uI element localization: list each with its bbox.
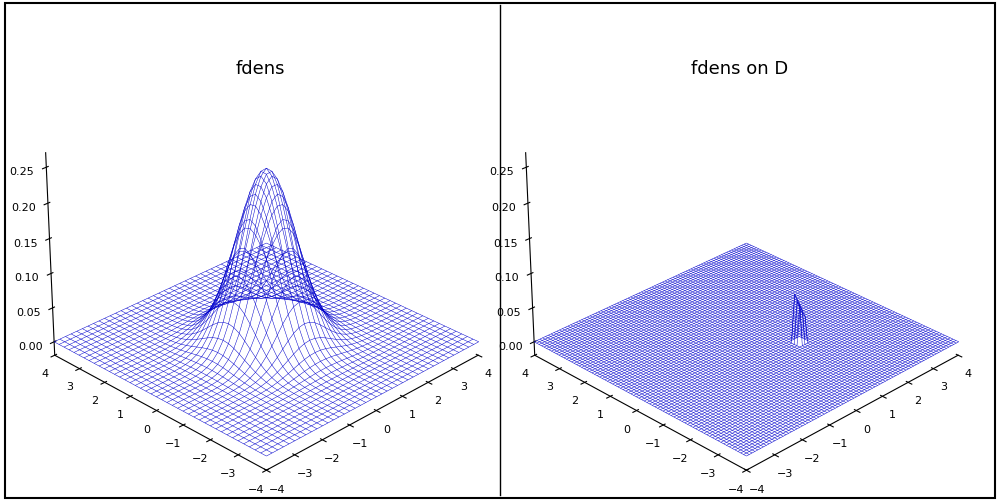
Title: fdens: fdens xyxy=(235,60,285,78)
Title: fdens on D: fdens on D xyxy=(691,60,789,78)
